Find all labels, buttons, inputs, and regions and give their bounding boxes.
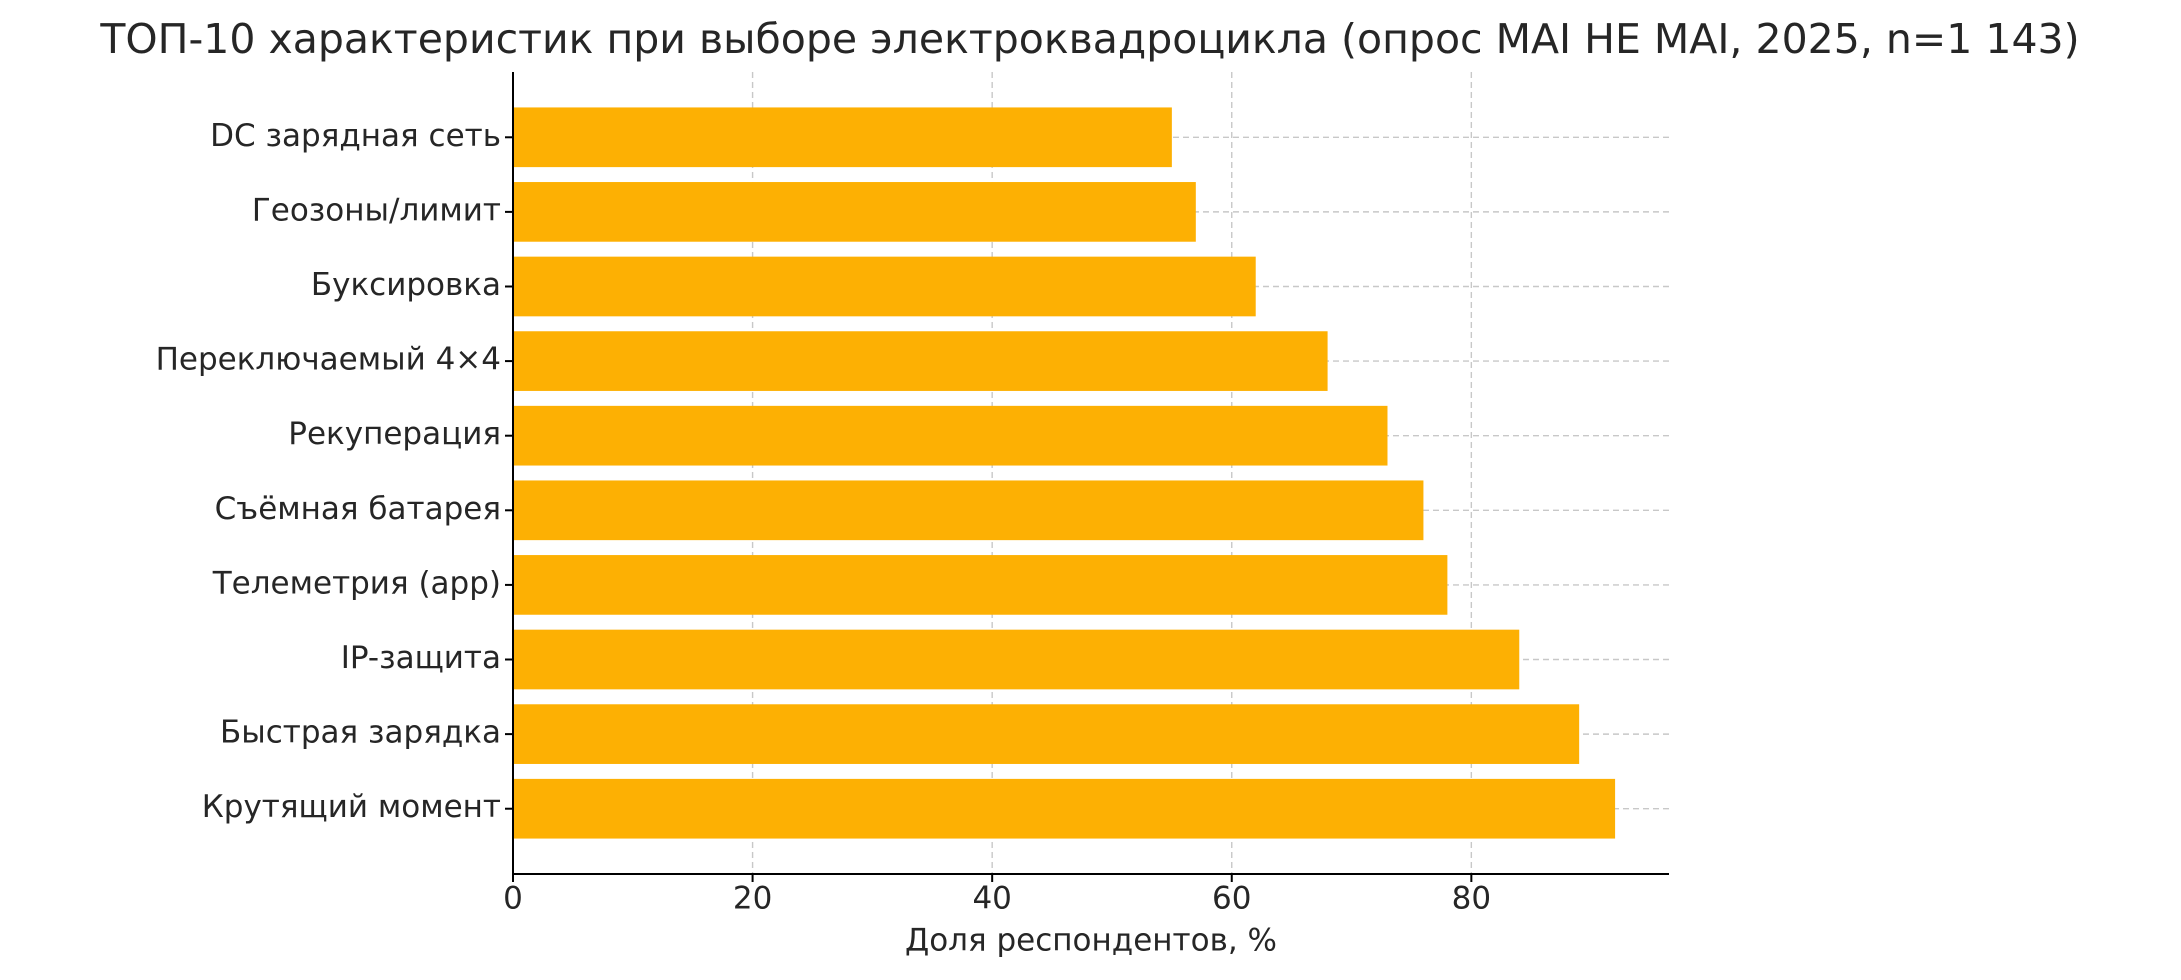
x-axis-label: Доля респондентов, % xyxy=(905,923,1277,959)
bar xyxy=(513,256,1256,317)
y-tick-label: IP-защита xyxy=(341,640,501,676)
bar xyxy=(513,629,1520,690)
bar xyxy=(513,405,1388,466)
x-tick-label: 80 xyxy=(1452,881,1491,917)
y-tick-label: Съёмная батарея xyxy=(215,491,501,527)
y-tick-label: Переключаемый 4×4 xyxy=(156,342,501,378)
y-tick-label: Рекуперация xyxy=(288,416,501,452)
x-tick-label: 40 xyxy=(972,881,1011,917)
chart-title: ТОП-10 характеристик при выборе электрок… xyxy=(99,15,2079,63)
bar xyxy=(513,107,1172,168)
x-tick-label: 60 xyxy=(1212,881,1251,917)
y-tick-label: Геозоны/лимит xyxy=(252,192,501,228)
bar xyxy=(513,182,1196,242)
bar xyxy=(513,778,1616,839)
x-tick-label: 20 xyxy=(733,881,772,917)
y-tick-label: Крутящий момент xyxy=(202,789,501,825)
y-tick-label: Буксировка xyxy=(311,267,501,303)
y-tick-label: Телеметрия (app) xyxy=(212,565,501,601)
y-tick-label: Быстрая зарядка xyxy=(220,715,501,751)
bar xyxy=(513,704,1580,764)
bar xyxy=(513,555,1448,615)
y-tick-label: DC зарядная сеть xyxy=(210,118,501,154)
bar xyxy=(513,331,1328,391)
x-tick-label: 0 xyxy=(503,881,523,917)
bar xyxy=(513,480,1424,541)
